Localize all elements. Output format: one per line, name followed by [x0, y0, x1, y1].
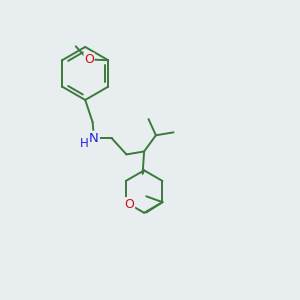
Text: H: H [80, 137, 89, 150]
Text: O: O [84, 53, 94, 66]
Text: N: N [89, 132, 99, 145]
Text: O: O [124, 198, 134, 211]
